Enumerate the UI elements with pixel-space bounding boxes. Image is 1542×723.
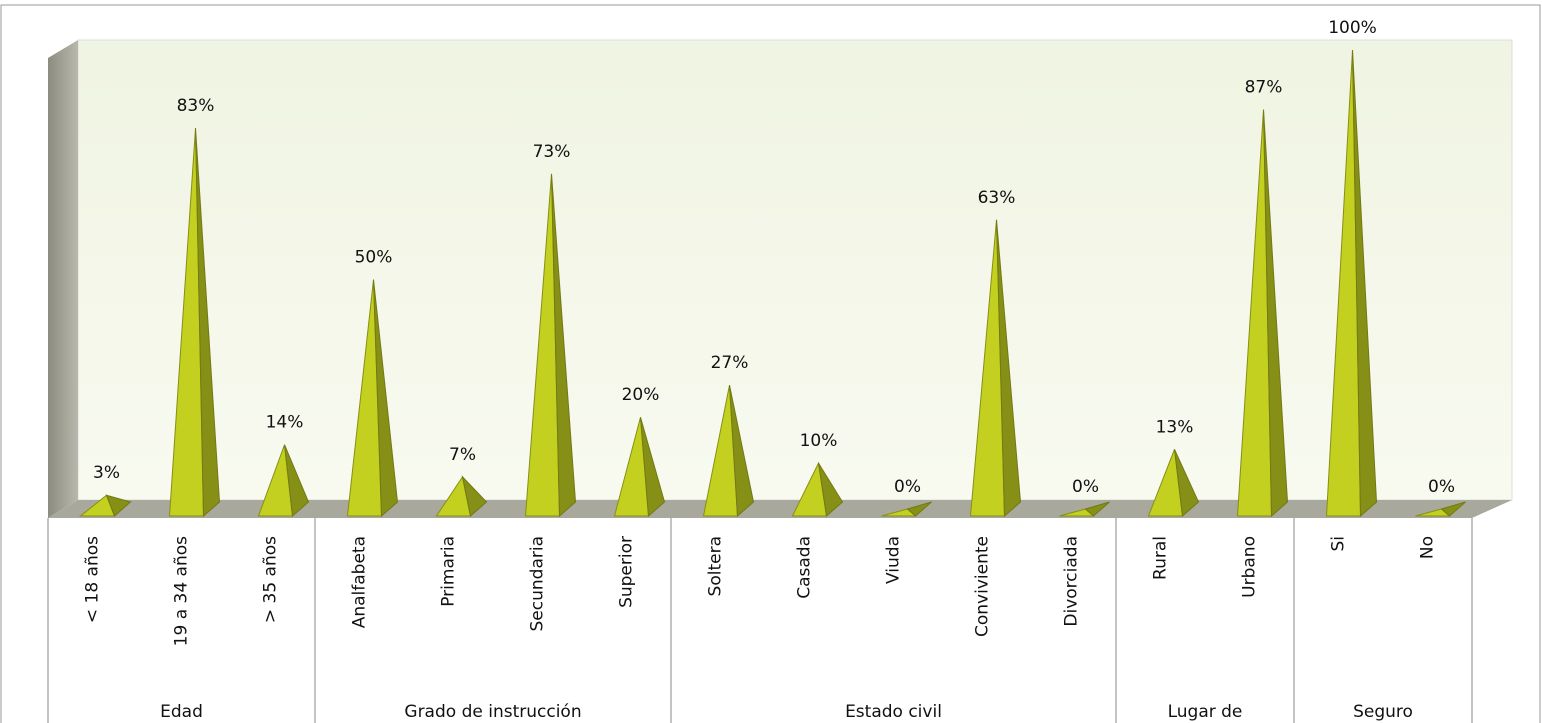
value-label: 20% [622, 385, 660, 405]
x-tick-label: Secundaria [528, 536, 548, 631]
value-label: 87% [1245, 78, 1283, 98]
group-label: Edad [160, 702, 203, 722]
pyramid-side [1263, 109, 1289, 518]
pyramid-side [461, 475, 488, 517]
pyramid-side [729, 384, 755, 518]
pyramid [1325, 49, 1378, 518]
pyramid-side [373, 279, 399, 518]
pyramid-side [1440, 501, 1466, 517]
pyramid-side [1352, 49, 1378, 518]
x-tick-label: Analfabeta [350, 536, 370, 628]
group-label: Lugar de [1168, 702, 1243, 722]
x-tick-label: Si [1329, 536, 1349, 552]
pyramid-side [906, 501, 932, 517]
value-label: 100% [1328, 18, 1377, 38]
pyramid [524, 173, 577, 518]
value-label: 7% [449, 445, 476, 465]
group-label: Estado civil [845, 702, 942, 722]
pyramid [1236, 109, 1289, 518]
pyramid [791, 461, 844, 517]
pyramid-side [1174, 449, 1200, 518]
x-tick-label: 19 a 34 años [172, 536, 192, 646]
pyramid [168, 127, 221, 518]
value-label: 0% [1072, 477, 1099, 497]
x-tick-label: Conviviente [973, 536, 993, 637]
value-label: 13% [1156, 417, 1194, 437]
chart-border [0, 4, 1541, 723]
pyramid [969, 219, 1022, 518]
pyramid-side [105, 494, 132, 517]
x-tick-label: > 35 años [261, 536, 281, 623]
value-label: 50% [355, 248, 393, 268]
pyramid [702, 384, 755, 518]
pyramid [1059, 501, 1110, 517]
pyramid-side [818, 462, 844, 517]
x-tick-label: No [1418, 536, 1438, 559]
value-label: 83% [177, 96, 215, 116]
pyramid [881, 501, 932, 517]
pyramid-side [195, 127, 221, 518]
pyramid [79, 494, 132, 517]
pyramid [257, 444, 310, 518]
pyramid [346, 279, 399, 518]
pyramid [1415, 501, 1466, 517]
x-tick-label: Primaria [439, 536, 459, 607]
value-label: 0% [1428, 477, 1455, 497]
floor [48, 500, 1512, 518]
pyramid-side [1084, 501, 1110, 517]
pyramid [1147, 449, 1200, 518]
x-tick-label: Soltera [706, 536, 726, 596]
pyramid [435, 475, 488, 517]
value-label: 27% [711, 353, 749, 373]
x-tick-label: Superior [617, 536, 637, 608]
value-label: 10% [800, 431, 838, 451]
group-label: Seguro [1353, 702, 1413, 722]
value-label: 0% [894, 477, 921, 497]
pyramid [613, 417, 666, 518]
value-label: 73% [533, 142, 571, 162]
x-tick-label: Urbano [1240, 536, 1260, 598]
pyramid-side [551, 173, 577, 518]
side-wall [48, 40, 78, 518]
value-label: 14% [266, 413, 304, 433]
group-label: Grado de instrucción [404, 702, 581, 722]
value-label: 63% [978, 188, 1016, 208]
pyramid-side [284, 444, 310, 518]
pyramid-side [996, 219, 1022, 518]
x-tick-label: Viuda [884, 536, 904, 584]
x-tick-label: Casada [795, 536, 815, 599]
x-tick-label: Rural [1151, 536, 1171, 580]
pyramid-side [640, 417, 666, 518]
x-tick-label: Divorciada [1062, 536, 1082, 627]
x-tick-label: < 18 años [83, 536, 103, 623]
value-label: 3% [93, 463, 120, 483]
